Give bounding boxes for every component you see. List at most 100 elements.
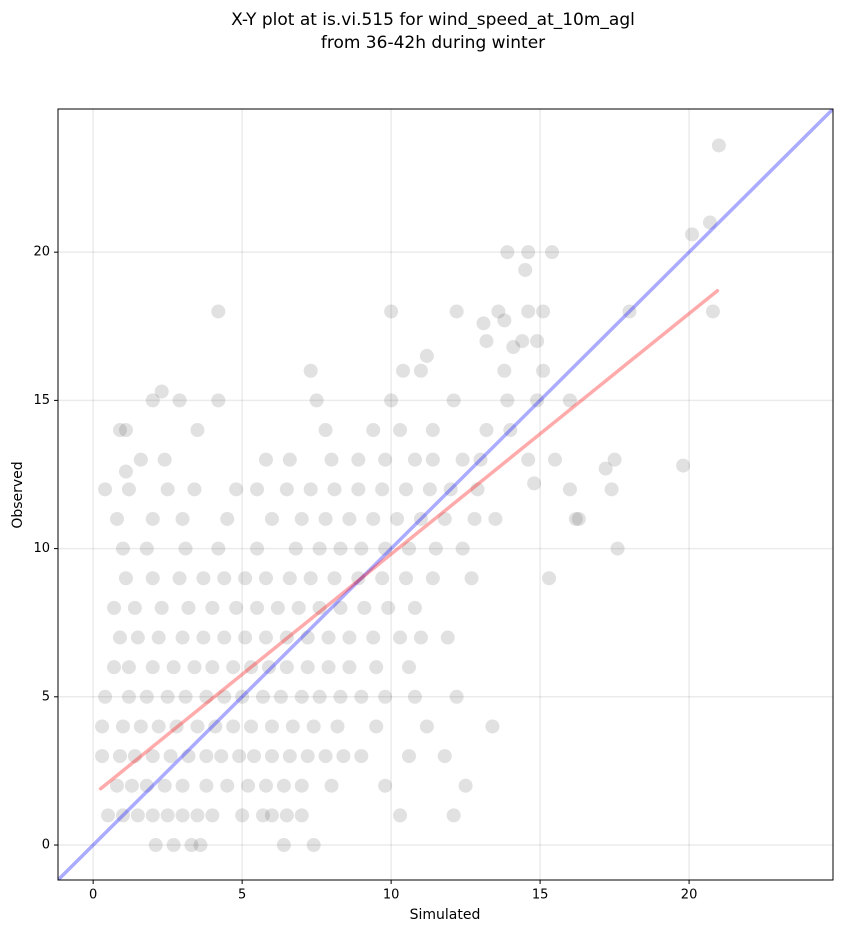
fit-line — [58, 109, 833, 880]
point — [604, 482, 619, 497]
point — [145, 808, 160, 823]
point — [121, 482, 136, 497]
point — [255, 689, 270, 704]
point — [384, 304, 399, 319]
point — [190, 719, 205, 734]
point — [101, 808, 116, 823]
point — [369, 660, 384, 675]
y-tick-label: 5 — [42, 689, 50, 704]
point — [464, 571, 479, 586]
point — [166, 838, 181, 853]
point — [163, 749, 178, 764]
point — [196, 630, 211, 645]
point — [199, 778, 214, 793]
point — [115, 719, 130, 734]
point — [443, 482, 458, 497]
point — [229, 482, 244, 497]
point — [238, 630, 253, 645]
point — [124, 778, 139, 793]
point — [118, 571, 133, 586]
point — [419, 348, 434, 363]
point — [390, 511, 405, 526]
y-tick-label: 15 — [33, 393, 50, 408]
point — [527, 476, 542, 491]
point — [211, 304, 226, 319]
point — [258, 778, 273, 793]
point — [327, 571, 342, 586]
point — [401, 749, 416, 764]
point — [515, 334, 530, 349]
point — [568, 511, 583, 526]
point — [413, 511, 428, 526]
point — [139, 778, 154, 793]
y-axis-label: Observed — [10, 461, 26, 528]
point — [536, 304, 551, 319]
point — [282, 452, 297, 467]
point — [437, 749, 452, 764]
point — [479, 423, 494, 438]
y-tick-label: 10 — [33, 541, 50, 556]
point — [276, 838, 291, 853]
point — [139, 541, 154, 556]
point — [449, 689, 464, 704]
point — [279, 630, 294, 645]
plot-area — [58, 109, 833, 880]
point — [622, 304, 637, 319]
point — [145, 571, 160, 586]
point — [190, 808, 205, 823]
point — [485, 719, 500, 734]
point — [145, 660, 160, 675]
point — [455, 452, 470, 467]
point — [145, 511, 160, 526]
point — [258, 452, 273, 467]
point — [324, 778, 339, 793]
point — [342, 630, 357, 645]
point — [300, 660, 315, 675]
point — [327, 482, 342, 497]
point — [303, 571, 318, 586]
point — [562, 482, 577, 497]
point — [229, 600, 244, 615]
point — [351, 452, 366, 467]
point — [160, 482, 175, 497]
point — [378, 541, 393, 556]
point — [303, 482, 318, 497]
point — [312, 689, 327, 704]
point — [378, 778, 393, 793]
point — [181, 749, 196, 764]
point — [205, 600, 220, 615]
point — [184, 838, 199, 853]
point — [375, 571, 390, 586]
point — [178, 689, 193, 704]
point — [232, 749, 247, 764]
point — [437, 511, 452, 526]
point — [399, 571, 414, 586]
point — [401, 660, 416, 675]
point — [306, 719, 321, 734]
point — [342, 660, 357, 675]
point — [354, 749, 369, 764]
point — [208, 719, 223, 734]
point — [190, 423, 205, 438]
point — [282, 571, 297, 586]
point — [294, 778, 309, 793]
point — [562, 393, 577, 408]
point — [351, 482, 366, 497]
point — [330, 719, 345, 734]
x-tick-label: 0 — [89, 888, 97, 903]
point — [154, 384, 169, 399]
point — [250, 541, 265, 556]
point — [127, 749, 142, 764]
point — [172, 393, 187, 408]
point — [157, 778, 172, 793]
point — [318, 423, 333, 438]
point — [521, 245, 536, 260]
point — [312, 541, 327, 556]
point — [211, 393, 226, 408]
point — [175, 630, 190, 645]
point — [193, 838, 208, 853]
point — [115, 541, 130, 556]
point — [181, 600, 196, 615]
point — [354, 689, 369, 704]
point — [109, 778, 124, 793]
